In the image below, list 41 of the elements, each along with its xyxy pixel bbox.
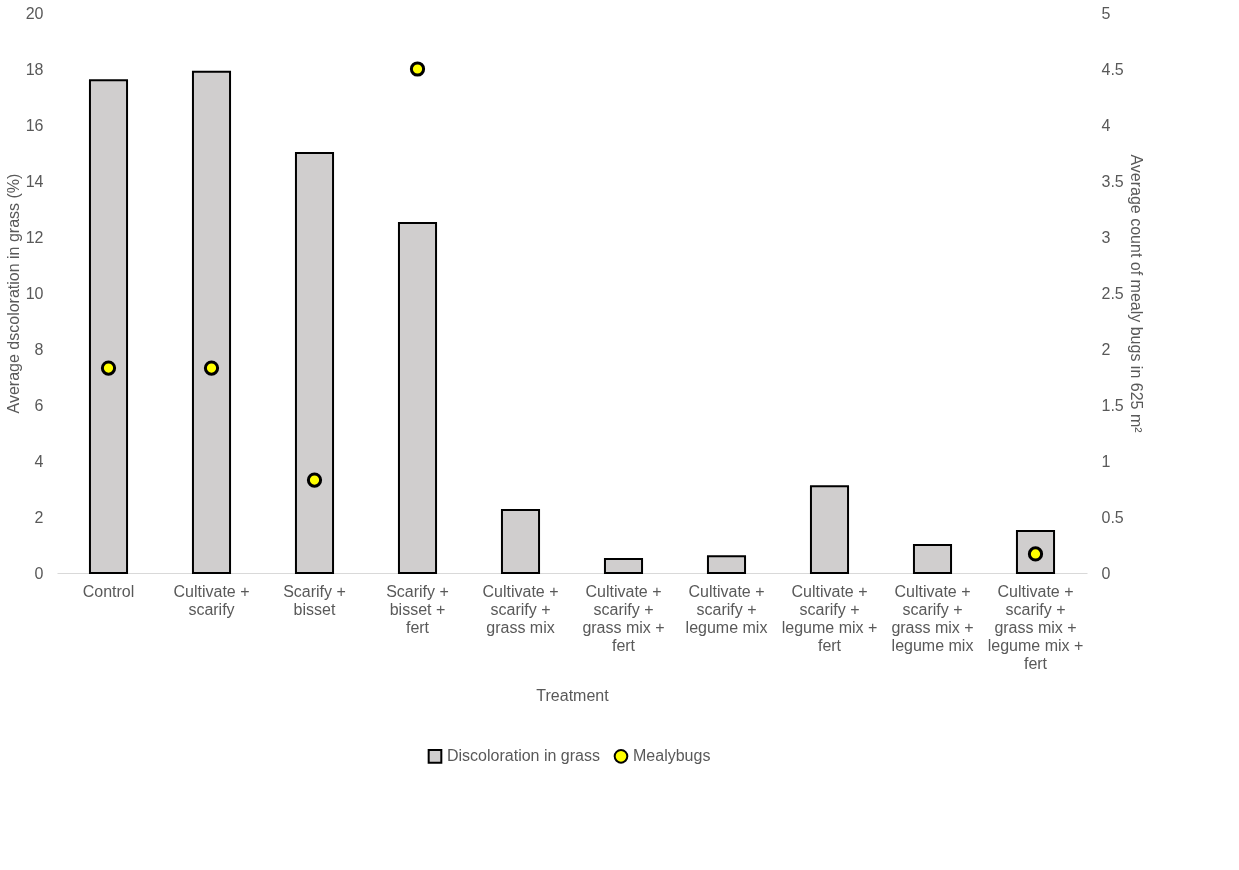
y-axis-title: Average dscoloration in grass (%) <box>4 173 22 414</box>
y-tick-label: 0 <box>34 564 44 582</box>
y2-tick-label: 4.5 <box>1101 60 1124 78</box>
x-tick-label: Control <box>82 582 135 600</box>
y-tick-label: 6 <box>34 396 44 414</box>
point <box>409 61 426 77</box>
x-tick-label: Cultivate + scarify <box>173 582 250 618</box>
y2-tick-label: 4 <box>1101 116 1111 134</box>
y2-tick-label: 0.5 <box>1101 508 1124 526</box>
y2-tick-label: 2 <box>1101 340 1111 358</box>
y2-tick-label: 3 <box>1101 228 1111 246</box>
x-tick-label: Scarify + bisset + fert <box>386 582 449 636</box>
x-tick-label: Cultivate + scarify + grass mix + legume mix + fert <box>987 582 1084 672</box>
x-tick-label: Cultivate + scarify + legume mix <box>685 582 768 636</box>
y-tick-label: 10 <box>25 284 44 302</box>
y2-tick-label: 2.5 <box>1101 284 1124 302</box>
y-tick-label: 20 <box>25 4 44 22</box>
y-tick-label: 8 <box>34 340 44 358</box>
point <box>100 360 117 376</box>
y2-tick-label: 3.5 <box>1101 172 1124 190</box>
x-tick-label: Cultivate + scarify + legume mix + fert <box>781 582 878 654</box>
y-tick-label: 18 <box>25 60 44 78</box>
y-tick-label: 12 <box>25 228 44 246</box>
y2-tick-label: 1 <box>1101 452 1111 470</box>
x-tick-label: Cultivate + scarify + grass mix <box>482 582 559 636</box>
point <box>203 360 220 376</box>
y-tick-label: 4 <box>34 452 44 470</box>
y-tick-label: 2 <box>34 508 44 526</box>
x-tick-label: Cultivate + scarify + grass mix + legume mix <box>891 582 974 654</box>
legend-label: Discoloration in grass <box>447 747 600 765</box>
y2-tick-label: 1.5 <box>1101 396 1124 414</box>
point <box>306 472 323 488</box>
x-tick-label: Scarify + bisset <box>283 582 346 618</box>
y2-tick-label: 0 <box>1101 564 1111 582</box>
legend-label: Mealybugs <box>633 747 711 765</box>
y2-tick-label: 5 <box>1101 4 1111 22</box>
x-tick-label: Cultivate + scarify + grass mix + fert <box>582 582 665 654</box>
y2-axis-title: Average count of mealy bugs in 625 m² <box>1127 154 1145 434</box>
x-axis-title: Treatment <box>536 686 610 704</box>
y-tick-label: 14 <box>25 172 44 190</box>
y-tick-label: 16 <box>25 116 44 134</box>
